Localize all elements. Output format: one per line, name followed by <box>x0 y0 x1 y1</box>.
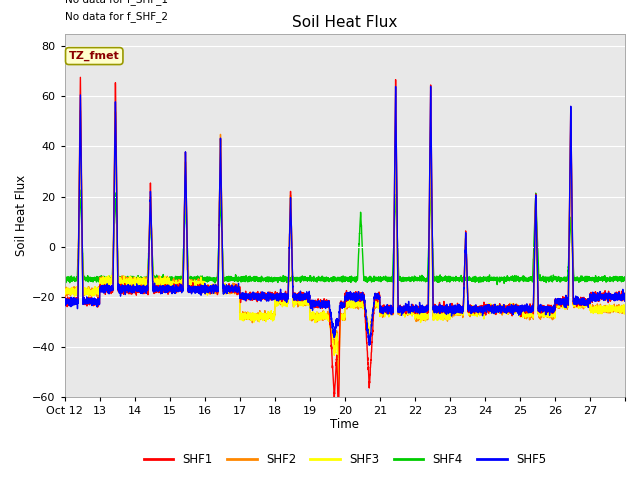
Title: Soil Heat Flux: Soil Heat Flux <box>292 15 397 30</box>
SHF5 <box>365 342 373 348</box>
SHF2 <box>334 355 342 360</box>
SHF1 <box>177 285 185 290</box>
SHF4 <box>621 276 629 282</box>
Legend: SHF1, SHF2, SHF3, SHF4, SHF5: SHF1, SHF2, SHF3, SHF4, SHF5 <box>139 448 551 470</box>
SHF4 <box>61 277 68 283</box>
SHF3 <box>77 108 84 114</box>
SHF2 <box>366 331 374 336</box>
SHF5 <box>427 84 435 89</box>
SHF4 <box>396 277 403 283</box>
SHF3 <box>621 308 629 313</box>
SHF3 <box>527 312 534 318</box>
X-axis label: Time: Time <box>330 419 359 432</box>
SHF2 <box>621 304 629 310</box>
Line: SHF5: SHF5 <box>65 86 625 345</box>
SHF2 <box>61 288 68 294</box>
SHF3 <box>541 311 548 316</box>
Line: SHF3: SHF3 <box>65 111 625 386</box>
SHF1 <box>541 307 548 313</box>
SHF5 <box>621 293 629 299</box>
SHF4 <box>493 282 501 288</box>
SHF5 <box>396 310 404 315</box>
Text: No data for f_SHF_1: No data for f_SHF_1 <box>65 0 168 5</box>
SHF1 <box>61 295 68 301</box>
SHF3 <box>61 287 68 292</box>
SHF5 <box>527 307 534 312</box>
SHF5 <box>541 306 548 312</box>
SHF5 <box>366 336 374 341</box>
Line: SHF4: SHF4 <box>65 189 625 285</box>
SHF2 <box>77 108 84 113</box>
SHF3 <box>335 383 342 389</box>
SHF2 <box>541 310 548 316</box>
SHF5 <box>499 304 507 310</box>
Text: TZ_fmet: TZ_fmet <box>69 51 120 61</box>
SHF1 <box>366 376 374 382</box>
SHF5 <box>61 301 68 307</box>
SHF1 <box>77 74 84 80</box>
SHF1 <box>396 305 404 311</box>
Text: No data for f_SHF_2: No data for f_SHF_2 <box>65 11 168 22</box>
SHF3 <box>177 282 185 288</box>
SHF1 <box>499 307 507 312</box>
SHF4 <box>527 276 534 282</box>
SHF2 <box>499 305 507 311</box>
SHF5 <box>177 288 185 293</box>
SHF3 <box>366 325 374 331</box>
SHF4 <box>541 275 548 280</box>
Line: SHF2: SHF2 <box>65 110 625 358</box>
SHF1 <box>621 291 629 297</box>
SHF4 <box>427 186 435 192</box>
SHF4 <box>177 273 185 279</box>
SHF1 <box>335 418 342 424</box>
Y-axis label: Soil Heat Flux: Soil Heat Flux <box>15 175 28 256</box>
SHF4 <box>499 276 507 282</box>
Line: SHF1: SHF1 <box>65 77 625 421</box>
SHF2 <box>527 316 534 322</box>
SHF3 <box>396 311 404 317</box>
SHF4 <box>365 276 373 282</box>
SHF2 <box>396 310 404 316</box>
SHF3 <box>499 303 507 309</box>
SHF2 <box>177 280 185 286</box>
SHF1 <box>527 304 534 310</box>
